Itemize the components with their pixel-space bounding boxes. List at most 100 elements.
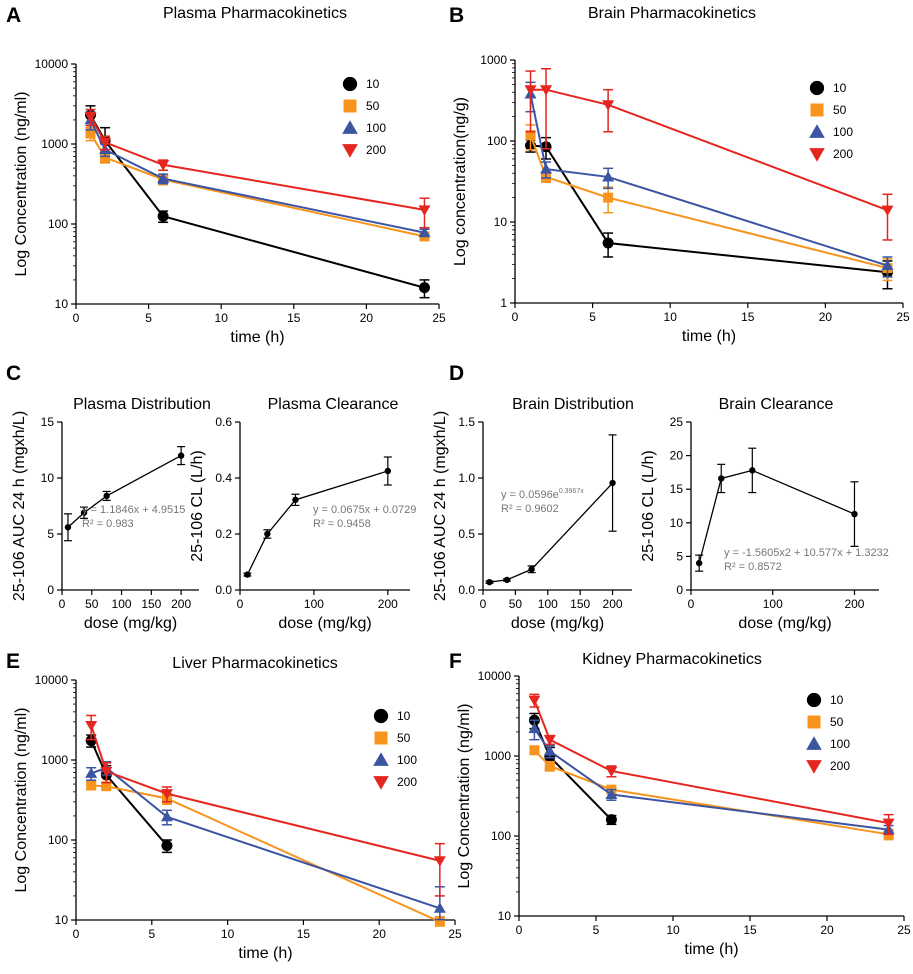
series-line-10 bbox=[90, 740, 168, 847]
x-tick-label: 10 bbox=[221, 927, 235, 941]
y-tick-label: 10000 bbox=[35, 57, 69, 71]
x-tick-label: 200 bbox=[603, 597, 623, 611]
y-tick-label: 10 bbox=[670, 516, 684, 530]
legend-marker-10 bbox=[373, 708, 389, 724]
legend-marker-50 bbox=[374, 731, 388, 745]
x-tick-label: 20 bbox=[820, 923, 834, 937]
x-tick-label: 0 bbox=[516, 923, 523, 937]
x-tick-label: 15 bbox=[297, 927, 311, 941]
data-point bbox=[749, 467, 756, 474]
data-point-200 bbox=[524, 85, 537, 96]
y-axis-label: 25-106 AUC 24 h (mgxh/L) bbox=[11, 411, 28, 601]
series-line-200 bbox=[89, 116, 425, 211]
x-tick-label: 5 bbox=[593, 923, 600, 937]
data-point-200 bbox=[882, 818, 895, 830]
data-point bbox=[292, 496, 299, 504]
series-line-100 bbox=[89, 119, 425, 234]
x-tick-label: 20 bbox=[373, 927, 387, 941]
data-point-10 bbox=[157, 210, 169, 222]
trend-equation: y = -1.5605x2 + 10.577x + 1.3232 bbox=[724, 547, 889, 559]
x-tick-label: 50 bbox=[509, 597, 523, 611]
data-point-50 bbox=[544, 760, 555, 771]
x-tick-label: 10 bbox=[664, 310, 678, 324]
x-tick-label: 5 bbox=[145, 311, 152, 325]
chart-b: 0 5 10 15 20 25 1 10 100 1000 Brain Pharmacokineti… bbox=[452, 5, 910, 345]
chart-e: 0 5 10 15 20 25 10 100 1000 10000 Liver Pharmacoki… bbox=[13, 655, 462, 962]
data-point-100 bbox=[881, 259, 894, 271]
data-point-100 bbox=[157, 172, 170, 184]
legend-label-200: 200 bbox=[833, 147, 853, 161]
data-point-10 bbox=[418, 282, 430, 294]
trend-r2: R² = 0.8572 bbox=[724, 561, 782, 573]
y-tick-label: 100 bbox=[491, 829, 511, 843]
data-point-200 bbox=[160, 789, 173, 800]
panel-label: B bbox=[449, 4, 464, 27]
data-point bbox=[609, 479, 616, 487]
legend-label-50: 50 bbox=[397, 731, 411, 745]
x-tick-label: 25 bbox=[448, 927, 462, 941]
legend-marker-10 bbox=[809, 80, 825, 96]
series-50 bbox=[86, 780, 445, 927]
x-tick-label: 5 bbox=[589, 310, 596, 324]
legend-marker-200 bbox=[809, 148, 825, 162]
legend-label-10: 10 bbox=[397, 709, 411, 723]
series-line-50 bbox=[89, 133, 425, 238]
data-point bbox=[695, 559, 703, 567]
x-tick-label: 10 bbox=[666, 923, 680, 937]
legend-label-100: 100 bbox=[830, 737, 850, 751]
y-tick-label: 0.0 bbox=[458, 583, 475, 597]
y-axis-label: 25-106 CL (L/h) bbox=[189, 450, 206, 561]
data-point-50 bbox=[434, 916, 445, 927]
y-axis-label: 25-106 AUC 24 h (mgxh/L) bbox=[432, 411, 449, 601]
chart-title: Brain Clearance bbox=[719, 396, 834, 413]
y-tick-label: 1000 bbox=[41, 753, 68, 767]
legend-label-100: 100 bbox=[366, 121, 386, 135]
legend-label-200: 200 bbox=[397, 775, 417, 789]
data-point-10 bbox=[85, 735, 97, 747]
data-point-200 bbox=[602, 100, 615, 111]
data-point-200 bbox=[157, 160, 170, 171]
data-point bbox=[80, 509, 88, 516]
y-tick-label: 1 bbox=[500, 296, 507, 310]
data-point-200 bbox=[543, 735, 556, 746]
data-point-50 bbox=[85, 128, 96, 139]
legend-marker-10 bbox=[342, 76, 358, 92]
x-axis-label: time (h) bbox=[230, 329, 284, 346]
series-line bbox=[246, 470, 389, 575]
legend-label-10: 10 bbox=[366, 77, 380, 91]
x-axis-label: time (h) bbox=[682, 328, 736, 345]
y-tick-label: 15 bbox=[670, 482, 684, 496]
x-tick-label: 0 bbox=[73, 311, 80, 325]
y-axis-label: 25-106 CL (L/h) bbox=[640, 450, 657, 561]
legend: 10 50 100 200 bbox=[806, 692, 850, 774]
series-line bbox=[489, 482, 614, 583]
x-tick-label: 20 bbox=[360, 311, 374, 325]
chart-title: Brain Pharmacokinetics bbox=[588, 5, 756, 22]
x-tick-label: 200 bbox=[378, 597, 398, 611]
equation-exponent: 0.3967x bbox=[559, 488, 584, 495]
chart-f: 0 5 10 15 20 25 10 100 1000 10000 Kidney Pharmacok… bbox=[456, 651, 911, 958]
data-point-50 bbox=[525, 130, 536, 141]
y-tick-label: 5 bbox=[47, 527, 54, 541]
x-axis-label: time (h) bbox=[684, 941, 738, 958]
series-10 bbox=[85, 734, 173, 854]
data-point-200 bbox=[100, 766, 113, 778]
data-point-200 bbox=[881, 205, 894, 217]
x-tick-label: 150 bbox=[141, 597, 161, 611]
y-tick-label: 10 bbox=[494, 215, 508, 229]
chart-c1: 0 50 100 150 200 0 5 10 15 Plasma Distribution dos… bbox=[11, 396, 211, 632]
x-tick-label: 0 bbox=[512, 310, 519, 324]
panel-label: F bbox=[449, 650, 462, 673]
legend-marker-100 bbox=[342, 120, 358, 134]
data-point-100 bbox=[160, 810, 173, 822]
legend: 10 50 100 200 bbox=[342, 76, 386, 158]
x-tick-label: 100 bbox=[538, 597, 558, 611]
x-tick-label: 10 bbox=[215, 311, 229, 325]
y-tick-label: 15 bbox=[41, 415, 55, 429]
legend-label-50: 50 bbox=[366, 99, 380, 113]
chart-title: Liver Pharmacokinetics bbox=[172, 655, 337, 672]
data-point bbox=[718, 475, 725, 482]
trend-r2: R² = 0.983 bbox=[82, 518, 134, 530]
series-200 bbox=[84, 108, 431, 229]
